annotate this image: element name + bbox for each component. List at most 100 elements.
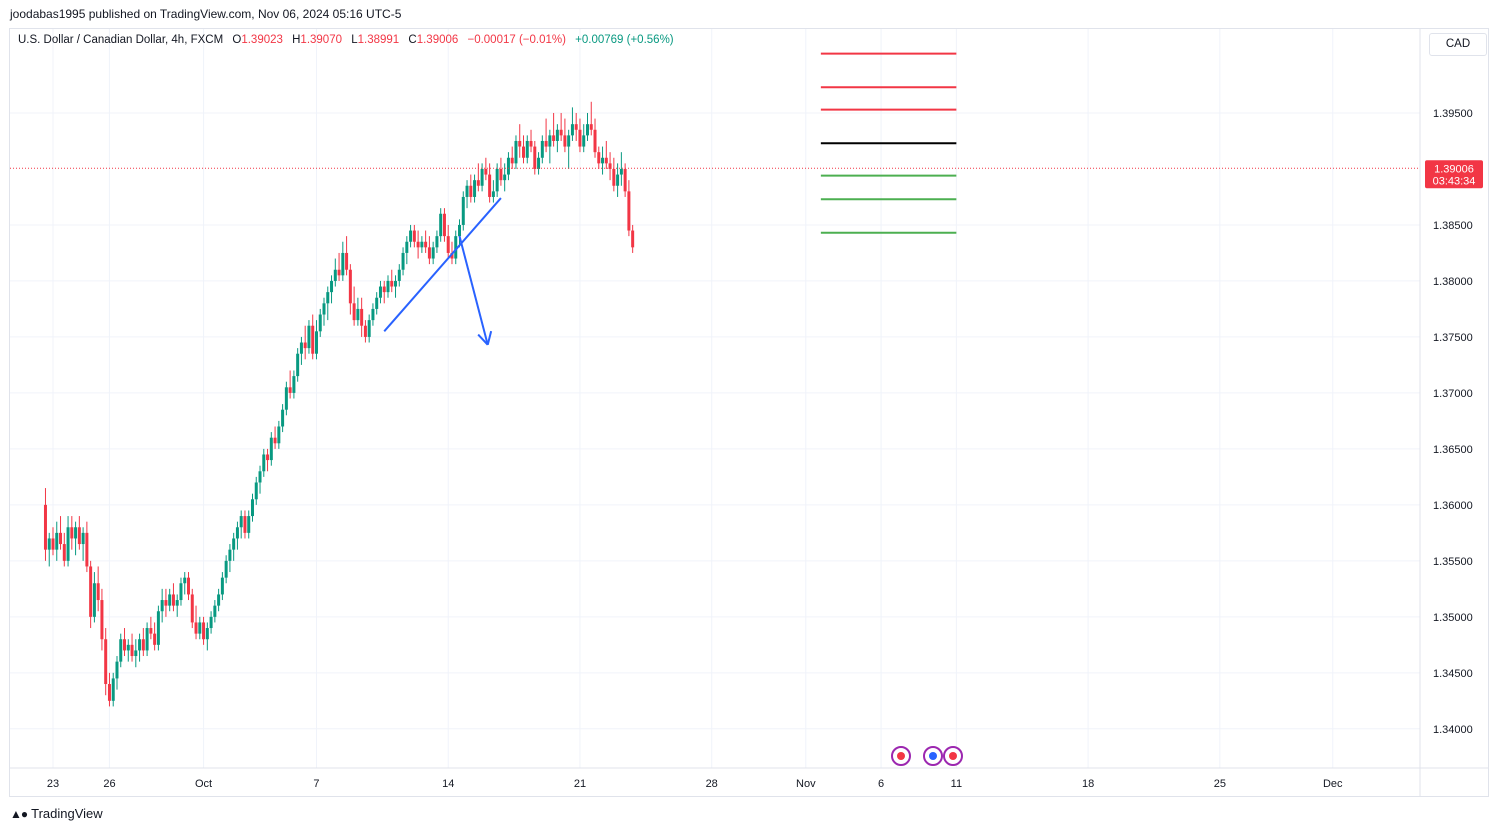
candle-body	[190, 594, 194, 623]
price-tick-label: 1.37500	[1433, 332, 1473, 344]
candle-body	[269, 437, 273, 461]
time-tick-label: 28	[706, 778, 718, 790]
candle-body	[397, 269, 401, 281]
candle-body	[281, 409, 285, 427]
candle-body	[469, 185, 473, 197]
candle-body	[499, 168, 503, 181]
candle-body	[371, 308, 375, 321]
candle-body	[495, 168, 499, 192]
candle-body	[589, 124, 593, 130]
candle-body	[194, 622, 198, 634]
candle-body	[510, 157, 514, 164]
candle-body	[303, 342, 307, 349]
candle-body	[601, 157, 605, 164]
price-tick-label: 1.36000	[1433, 500, 1473, 512]
candle-body	[168, 594, 172, 606]
candle-body	[326, 292, 330, 304]
candle-body	[522, 146, 525, 158]
currency-button[interactable]: CAD	[1429, 33, 1487, 56]
candle-body	[149, 628, 153, 634]
candle-body	[555, 129, 559, 141]
candle-body	[461, 196, 465, 225]
candle-body	[171, 594, 175, 606]
candle-body	[446, 236, 450, 253]
candle-body	[66, 527, 70, 561]
candle-body	[480, 168, 484, 186]
footer-brand: ▲● TradingView	[10, 806, 103, 821]
candle-body	[514, 140, 518, 164]
candle-body	[409, 230, 413, 242]
candle-body	[119, 639, 123, 662]
close-value: 1.39006	[416, 34, 459, 46]
candle-body	[100, 600, 104, 640]
candle-body	[322, 303, 326, 315]
low-label: L	[351, 34, 358, 46]
candle-body	[401, 252, 405, 270]
candle-body	[239, 516, 243, 528]
candle-body	[243, 516, 247, 533]
candle-body	[439, 213, 443, 237]
price-tick-label: 1.37000	[1433, 388, 1473, 400]
trendline	[383, 197, 502, 332]
time-tick-label: 18	[1082, 778, 1094, 790]
chart-pane[interactable]	[9, 28, 1489, 797]
candle-body	[175, 600, 179, 606]
price-tick-label: 1.39500	[1433, 108, 1473, 120]
candle-body	[435, 236, 439, 248]
price-tick-label: 1.34000	[1433, 724, 1473, 736]
time-tick-label: 21	[574, 778, 586, 790]
candle-body	[153, 633, 157, 645]
candle-body	[107, 684, 111, 701]
candle-body	[311, 325, 315, 354]
high-value: 1.39070	[300, 34, 342, 46]
candle-body	[484, 168, 488, 175]
price-tick-label: 1.38000	[1433, 276, 1473, 288]
price-tick-label: 1.34500	[1433, 668, 1473, 680]
candle-body	[574, 124, 578, 130]
candle-body	[375, 297, 379, 309]
time-tick-label: 11	[951, 778, 962, 790]
candle-body	[348, 269, 352, 304]
price-tick-label: 1.38500	[1433, 220, 1473, 232]
change-since-value: +0.00769 (+0.56%)	[575, 34, 674, 46]
candle-body	[405, 241, 409, 253]
candle-body	[205, 628, 209, 640]
high-label: H	[292, 34, 301, 46]
candle-body	[217, 594, 221, 606]
candle-body	[89, 566, 93, 617]
candle-body	[318, 314, 322, 332]
candle-body	[43, 504, 47, 550]
candle-body	[616, 174, 620, 186]
candle-body	[352, 303, 356, 321]
candle-body	[394, 280, 398, 287]
candle-body	[213, 605, 217, 617]
candle-body	[341, 252, 345, 276]
published-by-text: joodabas1995 published on TradingView.co…	[10, 7, 402, 21]
symbol-title[interactable]: U.S. Dollar / Canadian Dollar, 4h, FXCM	[18, 34, 224, 46]
candle-body	[134, 650, 138, 657]
candle-body	[126, 644, 130, 651]
candle-body	[123, 639, 127, 651]
candle-body	[77, 527, 81, 545]
price-tag-value: 1.39006	[1434, 163, 1474, 175]
candle-body	[503, 174, 507, 181]
candle-body	[51, 538, 55, 550]
candle-body	[296, 353, 300, 377]
time-tick-label: 14	[442, 778, 454, 790]
time-tick-label: Oct	[195, 778, 212, 790]
candle-body	[416, 241, 420, 248]
candle-body	[156, 611, 160, 645]
candle-body	[224, 560, 228, 578]
candle-body	[284, 387, 288, 410]
price-tick-label: 1.35000	[1433, 612, 1473, 624]
candle-body	[138, 639, 142, 651]
candle-body	[330, 280, 334, 293]
time-tick-label: 6	[878, 778, 884, 790]
candle-body	[130, 644, 134, 657]
time-tick-label: 26	[103, 778, 115, 790]
candle-body	[458, 224, 462, 237]
candle-body	[183, 577, 187, 584]
candle-body	[450, 252, 454, 259]
candle-body	[582, 135, 586, 147]
